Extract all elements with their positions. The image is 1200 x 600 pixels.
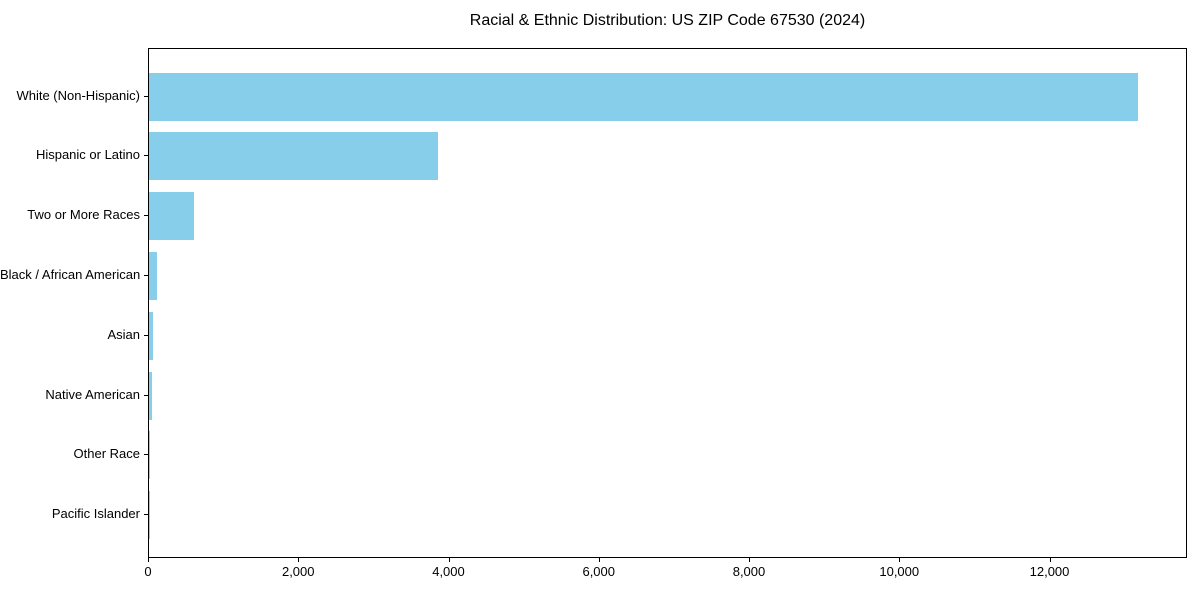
x-tick-mark: [598, 558, 600, 562]
y-tick-label-other-race: Other Race: [73, 446, 140, 462]
y-tick-mark: [144, 454, 148, 456]
bar-other-race: [149, 431, 151, 480]
x-tick-label-6000: 6,000: [582, 564, 616, 579]
x-tick-mark: [148, 558, 149, 562]
y-tick-mark: [144, 334, 148, 336]
y-tick-mark: [144, 155, 148, 157]
x-tick-label-4000: 4,000: [432, 564, 465, 579]
bar-asian: [149, 311, 154, 360]
bar-native-american: [149, 371, 153, 420]
x-tick-mark: [448, 558, 450, 562]
x-tick-mark: [749, 558, 750, 562]
x-tick-label-2000: 2,000: [281, 564, 315, 579]
y-tick-mark: [144, 215, 148, 217]
chart-title: Racial & Ethnic Distribution: US ZIP Cod…: [469, 12, 866, 29]
x-tick-mark: [298, 558, 300, 562]
y-tick-label-native-american: Native American: [45, 386, 140, 402]
x-tick-mark: [1049, 558, 1051, 562]
bar-pacific-islander: [149, 491, 150, 540]
y-tick-label-two-or-more-races: Two or More Races: [27, 207, 140, 223]
x-tick-label-10000: 10,000: [879, 564, 920, 579]
bar-hispanic-or-latino: [149, 132, 439, 181]
y-tick-label-pacific-islander: Pacific Islander: [51, 506, 140, 522]
x-tick-mark: [899, 558, 901, 562]
y-tick-label-white-non-hispanic: White (Non-Hispanic): [16, 87, 140, 103]
bar-two-or-more-races: [149, 192, 195, 241]
y-tick-mark: [144, 514, 148, 516]
y-tick-label-black-african-american: Black / African American: [0, 266, 141, 282]
y-tick-mark: [144, 394, 148, 396]
x-tick-label-0: 0: [144, 564, 152, 579]
y-tick-mark: [144, 274, 148, 276]
x-tick-label-12000: 12,000: [1029, 564, 1070, 579]
y-tick-mark: [144, 95, 148, 97]
y-tick-label-asian: Asian: [107, 326, 140, 342]
y-tick-label-hispanic-or-latino: Hispanic or Latino: [35, 147, 140, 163]
bar-black-african-american: [149, 251, 158, 300]
plot-area: [148, 48, 1187, 558]
x-tick-label-8000: 8,000: [732, 564, 766, 579]
bar-white-non-hispanic: [149, 72, 1138, 121]
